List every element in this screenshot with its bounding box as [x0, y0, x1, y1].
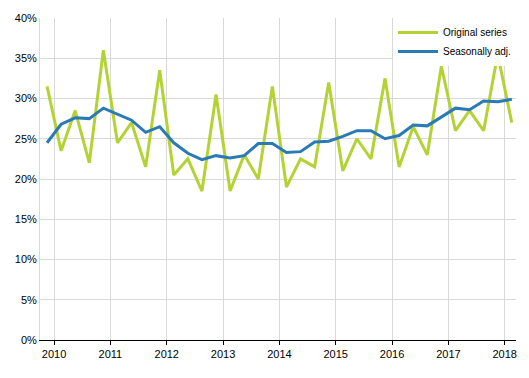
svg-text:10%: 10% — [15, 253, 37, 265]
svg-text:0%: 0% — [21, 334, 37, 346]
svg-text:40%: 40% — [15, 12, 37, 24]
svg-text:2018: 2018 — [492, 348, 516, 360]
svg-text:25%: 25% — [15, 133, 37, 145]
svg-text:20%: 20% — [15, 173, 37, 185]
svg-text:15%: 15% — [15, 213, 37, 225]
svg-text:Seasonally adj.: Seasonally adj. — [443, 46, 511, 57]
svg-text:2010: 2010 — [42, 348, 66, 360]
svg-text:2012: 2012 — [155, 348, 179, 360]
svg-text:2013: 2013 — [211, 348, 235, 360]
svg-text:35%: 35% — [15, 52, 37, 64]
svg-text:2016: 2016 — [380, 348, 404, 360]
svg-text:2014: 2014 — [267, 348, 291, 360]
svg-text:2017: 2017 — [436, 348, 460, 360]
svg-text:5%: 5% — [21, 294, 37, 306]
svg-text:Original series: Original series — [443, 27, 507, 38]
svg-text:2011: 2011 — [99, 348, 123, 360]
svg-text:30%: 30% — [15, 92, 37, 104]
svg-text:2015: 2015 — [323, 348, 347, 360]
